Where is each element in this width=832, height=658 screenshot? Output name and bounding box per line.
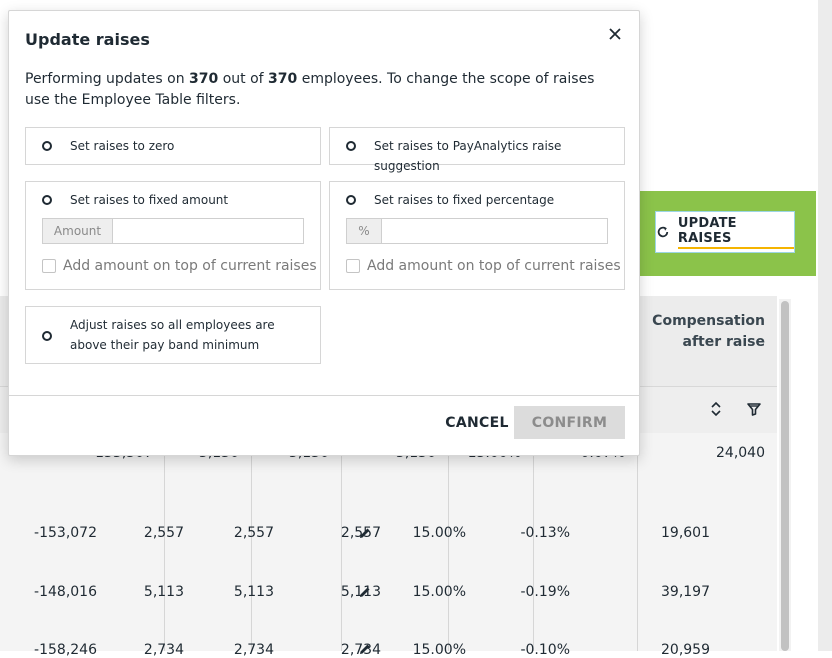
table-cell: 15.00% [412, 525, 466, 541]
table-cell: 5,113 [340, 584, 381, 600]
refresh-icon [657, 226, 669, 238]
close-button[interactable] [605, 24, 625, 44]
table-cell: 2,557 [340, 525, 381, 541]
table-cell: 2,557 [143, 525, 184, 541]
confirm-button[interactable]: CONFIRM [514, 406, 625, 439]
dialog-footer-divider [9, 395, 639, 396]
intro-prefix: Performing updates on [25, 71, 190, 87]
table-scrollbar-thumb[interactable] [781, 301, 789, 651]
column-header-compensation-after-raise[interactable]: Compensation after raise [640, 311, 765, 353]
amount-addon: Amount [42, 218, 113, 244]
option-label: Set raises to fixed amount [70, 193, 229, 207]
table-cell: 5,113 [143, 584, 184, 600]
close-icon [609, 28, 621, 40]
page-gutter [818, 0, 832, 651]
option-pay-band-minimum[interactable]: Adjust raises so all employees are above… [25, 306, 321, 364]
percentage-input[interactable] [382, 218, 608, 244]
percent-addon: % [346, 218, 382, 244]
option-label: Set raises to zero [70, 139, 175, 153]
update-raises-dialog: Update raises Performing updates on 370 … [8, 10, 640, 456]
option-fixed-percentage[interactable]: Set raises to fixed percentage % Add amo… [329, 181, 625, 290]
table-cell: 2,734 [340, 642, 381, 658]
intro-total: 370 [268, 71, 298, 87]
table-row: -158,246 2,734 2,734 2,734 15.00% -0.10%… [0, 632, 777, 658]
dialog-description: Performing updates on 370 out of 370 emp… [25, 69, 615, 111]
radio-set-raises-suggestion[interactable] [346, 141, 356, 151]
update-raises-button[interactable]: UPDATE RAISES [655, 211, 795, 253]
table-cell: 5,113 [233, 584, 274, 600]
table-row: -153,072 2,557 2,557 2,557 15.00% -0.13%… [0, 514, 777, 574]
update-raises-label: UPDATE RAISES [677, 216, 794, 249]
filter-icon[interactable] [746, 401, 762, 417]
sort-icon[interactable] [709, 400, 723, 418]
option-set-raises-suggestion[interactable]: Set raises to PayAnalytics raise suggest… [329, 127, 625, 173]
add-on-top-checkbox-amount[interactable] [42, 259, 56, 273]
checkbox-label: Add amount on top of current raises [367, 258, 621, 274]
option-set-raises-zero[interactable]: Set raises to zero [25, 127, 321, 165]
table-cell: 39,197 [661, 584, 710, 600]
table-cell: -158,246 [34, 642, 97, 658]
option-label: Adjust raises so all employees are above… [70, 318, 275, 352]
radio-pay-band-minimum[interactable] [42, 331, 52, 341]
cancel-button[interactable]: CANCEL [427, 407, 527, 439]
table-cell: -0.19% [520, 584, 570, 600]
intro-suffix: employees. To change the scope of raises… [25, 71, 595, 108]
radio-fixed-percentage[interactable] [346, 195, 356, 205]
table-row: -148,016 5,113 5,113 5,113 15.00% -0.19%… [0, 573, 777, 633]
intro-count: 370 [189, 71, 219, 87]
dialog-title: Update raises [25, 30, 150, 49]
option-fixed-amount[interactable]: Set raises to fixed amount Amount Add am… [25, 181, 321, 290]
table-cell: -148,016 [34, 584, 97, 600]
column-header-line1: Compensation [652, 313, 765, 329]
table-cell: -0.10% [520, 642, 570, 658]
radio-set-raises-zero[interactable] [42, 141, 52, 151]
table-cell: 15.00% [412, 642, 466, 658]
intro-mid: out of [218, 71, 269, 87]
table-cell: 19,601 [661, 525, 710, 541]
add-on-top-checkbox-percentage[interactable] [346, 259, 360, 273]
option-label: Set raises to fixed percentage [374, 193, 555, 207]
table-cell: 20,959 [661, 642, 710, 658]
table-cell: 2,734 [143, 642, 184, 658]
edit-pencil-icon[interactable] [358, 585, 372, 599]
column-header-line2: after raise [682, 334, 765, 350]
table-cell: 2,734 [233, 642, 274, 658]
amount-input[interactable] [113, 218, 304, 244]
table-cell: -0.13% [520, 525, 570, 541]
table-cell: -153,072 [34, 525, 97, 541]
table-cell: 15.00% [412, 584, 466, 600]
option-label: Set raises to PayAnalytics raise suggest… [374, 139, 562, 173]
table-cell: 24,040 [716, 445, 765, 461]
table-cell: 2,557 [233, 525, 274, 541]
checkbox-label: Add amount on top of current raises [63, 258, 317, 274]
edit-pencil-icon[interactable] [358, 526, 372, 540]
radio-fixed-amount[interactable] [42, 195, 52, 205]
